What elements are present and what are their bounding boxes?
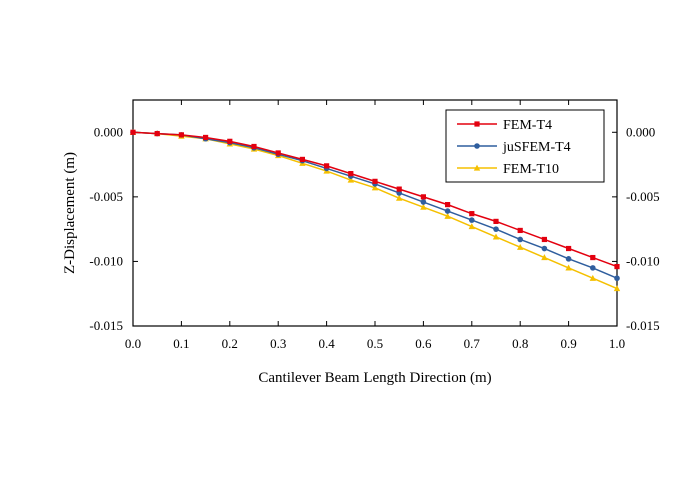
y-tick-label: 0.000 [94, 124, 123, 139]
legend-label: juSFEM-T4 [502, 140, 571, 155]
series-point-jusfem-t4 [517, 236, 523, 243]
series-point-fem-t4 [469, 211, 475, 217]
series-point-jusfem-t4 [444, 208, 451, 214]
legend-label: FEM-T4 [503, 118, 552, 133]
y-tick-label: -0.010 [89, 253, 123, 268]
right-y-axis: 0.000 -0.005 -0.010 -0.015 [612, 124, 660, 333]
series-point-jusfem-t4 [590, 265, 596, 271]
right-y-tick-label: 0.000 [626, 124, 655, 139]
y-tick-label: -0.005 [89, 189, 123, 204]
series-point-jusfem-t4 [469, 217, 475, 223]
series-point-fem-t4 [130, 129, 136, 135]
series-point-fem-t10 [517, 243, 524, 250]
legend-marker [474, 143, 480, 149]
right-y-tick-label: -0.010 [626, 253, 660, 268]
x-tick-label: 0.7 [464, 336, 481, 351]
x-axis-label: Cantilever Beam Length Direction (m) [258, 370, 491, 386]
series-point-fem-t4 [324, 163, 330, 169]
series-point-fem-t4 [203, 134, 209, 141]
series-point-fem-t4 [178, 132, 184, 138]
right-y-tick-label: -0.015 [626, 318, 660, 333]
series-point-fem-t4 [445, 202, 451, 208]
series-point-fem-t4 [541, 236, 547, 243]
x-tick-label: 0.2 [222, 336, 238, 351]
series-point-fem-t4 [154, 130, 160, 137]
series-point-fem-t4 [348, 171, 354, 177]
legend-marker [474, 121, 480, 127]
series-point-fem-t4 [251, 143, 257, 150]
x-axis: 0.0 0.1 0.2 0.3 0.4 0.5 0.6 0.7 0.8 0.9 1.0 [125, 100, 625, 351]
series-point-fem-t4 [614, 263, 620, 270]
y-tick-label: -0.015 [89, 318, 123, 333]
series-point-fem-t10 [396, 194, 403, 201]
series-point-fem-t4 [396, 186, 402, 192]
series-point-fem-t10 [468, 223, 475, 230]
series-point-jusfem-t4 [420, 199, 427, 205]
series-point-fem-t4 [517, 227, 523, 234]
series-point-fem-t4 [493, 218, 499, 224]
series-point-fem-t10 [420, 203, 427, 210]
series-point-fem-t10 [444, 212, 451, 219]
left-y-axis: 0.000 -0.005 -0.010 -0.015 [89, 124, 138, 333]
x-tick-label: 0.4 [318, 336, 335, 351]
x-tick-label: 0.3 [270, 336, 286, 351]
series-point-fem-t10 [613, 285, 621, 292]
series-point-fem-t4 [590, 254, 596, 261]
series-point-fem-t10 [589, 274, 596, 281]
series-point-fem-t10 [541, 254, 548, 261]
series-point-jusfem-t4 [493, 226, 499, 232]
x-tick-label: 0.9 [560, 336, 576, 351]
series-point-jusfem-t4 [565, 256, 572, 262]
series-point-fem-t4 [566, 245, 572, 252]
series-point-fem-t10 [371, 184, 379, 191]
series-point-fem-t4 [227, 138, 233, 144]
y-axis-label: Z-Displacement (m) [62, 152, 78, 274]
series-point-jusfem-t4 [614, 275, 620, 282]
series-point-fem-t4 [420, 194, 426, 200]
x-tick-label: 0.1 [173, 336, 189, 351]
x-tick-label: 0.0 [125, 336, 141, 351]
right-y-tick-label: -0.005 [626, 189, 660, 204]
series-point-fem-t10 [492, 233, 500, 240]
series-point-fem-t4 [299, 156, 305, 163]
legend: FEM-T4 juSFEM-T4 FEM-T10 [445, 109, 605, 183]
series-point-jusfem-t4 [541, 245, 548, 252]
legend-label: FEM-T10 [503, 162, 559, 177]
x-tick-label: 0.6 [415, 336, 432, 351]
x-tick-label: 0.5 [367, 336, 383, 351]
series-point-fem-t4 [275, 150, 281, 156]
series-point-fem-t10 [347, 176, 354, 183]
x-tick-label: 0.8 [512, 336, 528, 351]
x-tick-label: 1.0 [609, 336, 625, 351]
legend-marker [473, 164, 481, 171]
series-layer [129, 128, 621, 292]
series-point-fem-t4 [372, 178, 378, 184]
series-point-fem-t10 [565, 264, 572, 271]
